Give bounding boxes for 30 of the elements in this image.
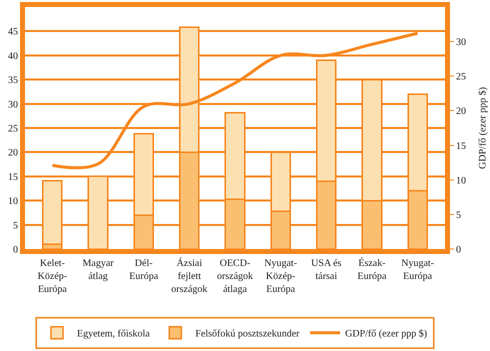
y2-tick-label: 20: [456, 106, 466, 118]
x-tick-label: Ázsiai fejlett országok: [171, 257, 208, 295]
legend-label: Felsőfokú posztszekunder: [195, 328, 300, 340]
y2-tick-label: 10: [456, 175, 466, 186]
y-tick-label: 45: [8, 26, 18, 38]
y-tick-label: 5: [13, 220, 18, 232]
x-tick-label: Nyugat- Európa: [401, 258, 434, 282]
x-tick-label: OECD- országok átlaga: [216, 258, 254, 295]
y-tick-label: 0: [13, 244, 18, 256]
x-tick-label: Észak- Európa: [358, 257, 387, 282]
y2-tick-label: 5: [456, 210, 461, 221]
y2-tick-label: 15: [456, 140, 466, 152]
y2-tick-label: 30: [456, 37, 466, 48]
y-tick-label: 20: [8, 148, 18, 159]
y-tick-label: 30: [8, 99, 18, 110]
y-tick-label: 10: [8, 196, 18, 208]
y-tick-label: 25: [8, 124, 18, 134]
y-tick-label: 40: [8, 50, 18, 62]
x-tick-label: Magyar átlag: [82, 258, 114, 282]
y-tick-label: 35: [8, 75, 18, 86]
y-tick-label: 15: [8, 172, 18, 183]
legend-label: Egyetem, főiskola: [77, 328, 150, 340]
x-tick-label: Nyugat- Közép- Európa: [264, 258, 298, 295]
y2-tick-label: 0: [456, 244, 461, 256]
x-tick-label: Dél- Európa: [129, 258, 159, 282]
x-tick-label: USA és társai: [311, 258, 342, 282]
legend-label: GDP/fő (ezer ppp $): [345, 328, 428, 340]
x-tick-label: Kelet- Közép- Európa: [38, 258, 68, 295]
y2-tick-label: 25: [456, 72, 466, 83]
y2-axis-title: GDP/fő (ezer ppp $): [478, 87, 488, 169]
